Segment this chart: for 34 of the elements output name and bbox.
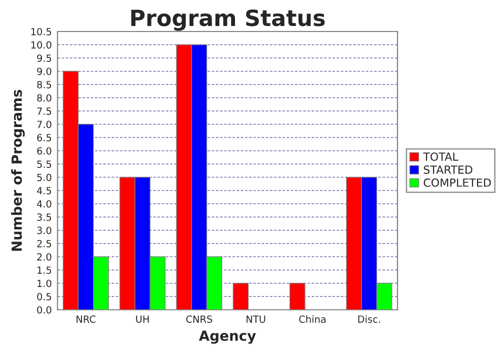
y-tick-label: 6.0 [37,147,52,155]
y-tick-label: 7.0 [37,120,52,128]
x-tick-label: NTU [246,316,266,323]
y-tick-label: 5.5 [37,160,52,168]
x-tick-label: Disc. [358,315,380,323]
x-tick-label: CNRS [186,315,212,323]
legend-label: STARTED [424,165,472,174]
y-tick-label: 0.0 [37,306,52,314]
y-axis-title: Number of Programs [11,90,25,251]
y-tick-label: 1.5 [38,266,52,274]
y-tick-label: 4.5 [36,187,52,194]
y-tick-label: 10.5 [31,28,52,36]
x-tick-label: China [299,315,326,323]
y-tick-label: 9.0 [37,68,52,76]
y-tick-label: 7.5 [37,108,52,115]
y-tick-label: 1.0 [38,280,52,288]
y-tick-label: 10.0 [31,41,52,49]
x-axis-title: Agency [198,330,256,344]
x-tick-label: NRC [76,315,96,323]
y-tick-label: 5.0 [37,174,52,182]
y-tick-label: 2.5 [37,240,52,248]
y-tick-label: 3.0 [37,226,52,234]
y-tick-label: 8.0 [37,94,52,102]
y-tick-label: 4.0 [36,200,52,208]
y-tick-label: 2.0 [37,253,52,261]
y-tick-label: 6.5 [37,134,52,142]
legend-label: TOTAL [423,152,458,161]
y-tick-label: 8.5 [37,80,52,88]
y-tick-label: 3.5 [37,213,52,221]
legend-label: COMPLETED [424,178,491,187]
chart-title: Program Status [131,9,325,31]
y-tick-label: 0.5 [37,292,52,300]
y-tick-label: 9.5 [37,54,52,62]
x-tick-label: UH [136,316,149,323]
